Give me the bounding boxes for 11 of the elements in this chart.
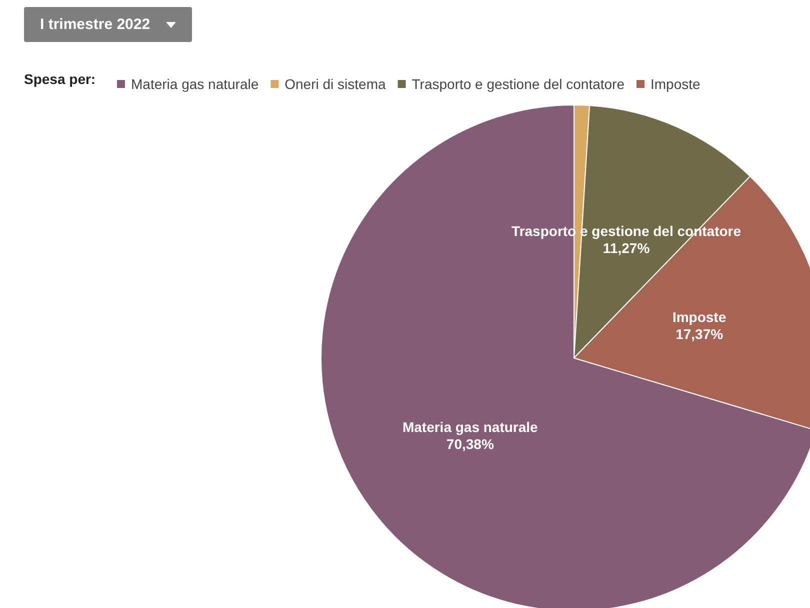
legend-label: Imposte bbox=[650, 76, 701, 92]
slice-label: Imposte bbox=[672, 308, 726, 325]
legend-label: Trasporto e gestione del contatore bbox=[412, 76, 625, 92]
data-label: 11,27% bbox=[602, 240, 650, 256]
legend-title: Spesa per: bbox=[24, 71, 96, 87]
data-label: 17,37% bbox=[676, 326, 724, 342]
legend-label: Oneri di sistema bbox=[284, 76, 386, 92]
data-label: 70,38% bbox=[446, 436, 494, 452]
slice-label: Materia gas naturale bbox=[402, 418, 538, 435]
text: I trimestre 2022 bbox=[40, 15, 150, 35]
legend-label: Materia gas naturale bbox=[131, 76, 259, 92]
